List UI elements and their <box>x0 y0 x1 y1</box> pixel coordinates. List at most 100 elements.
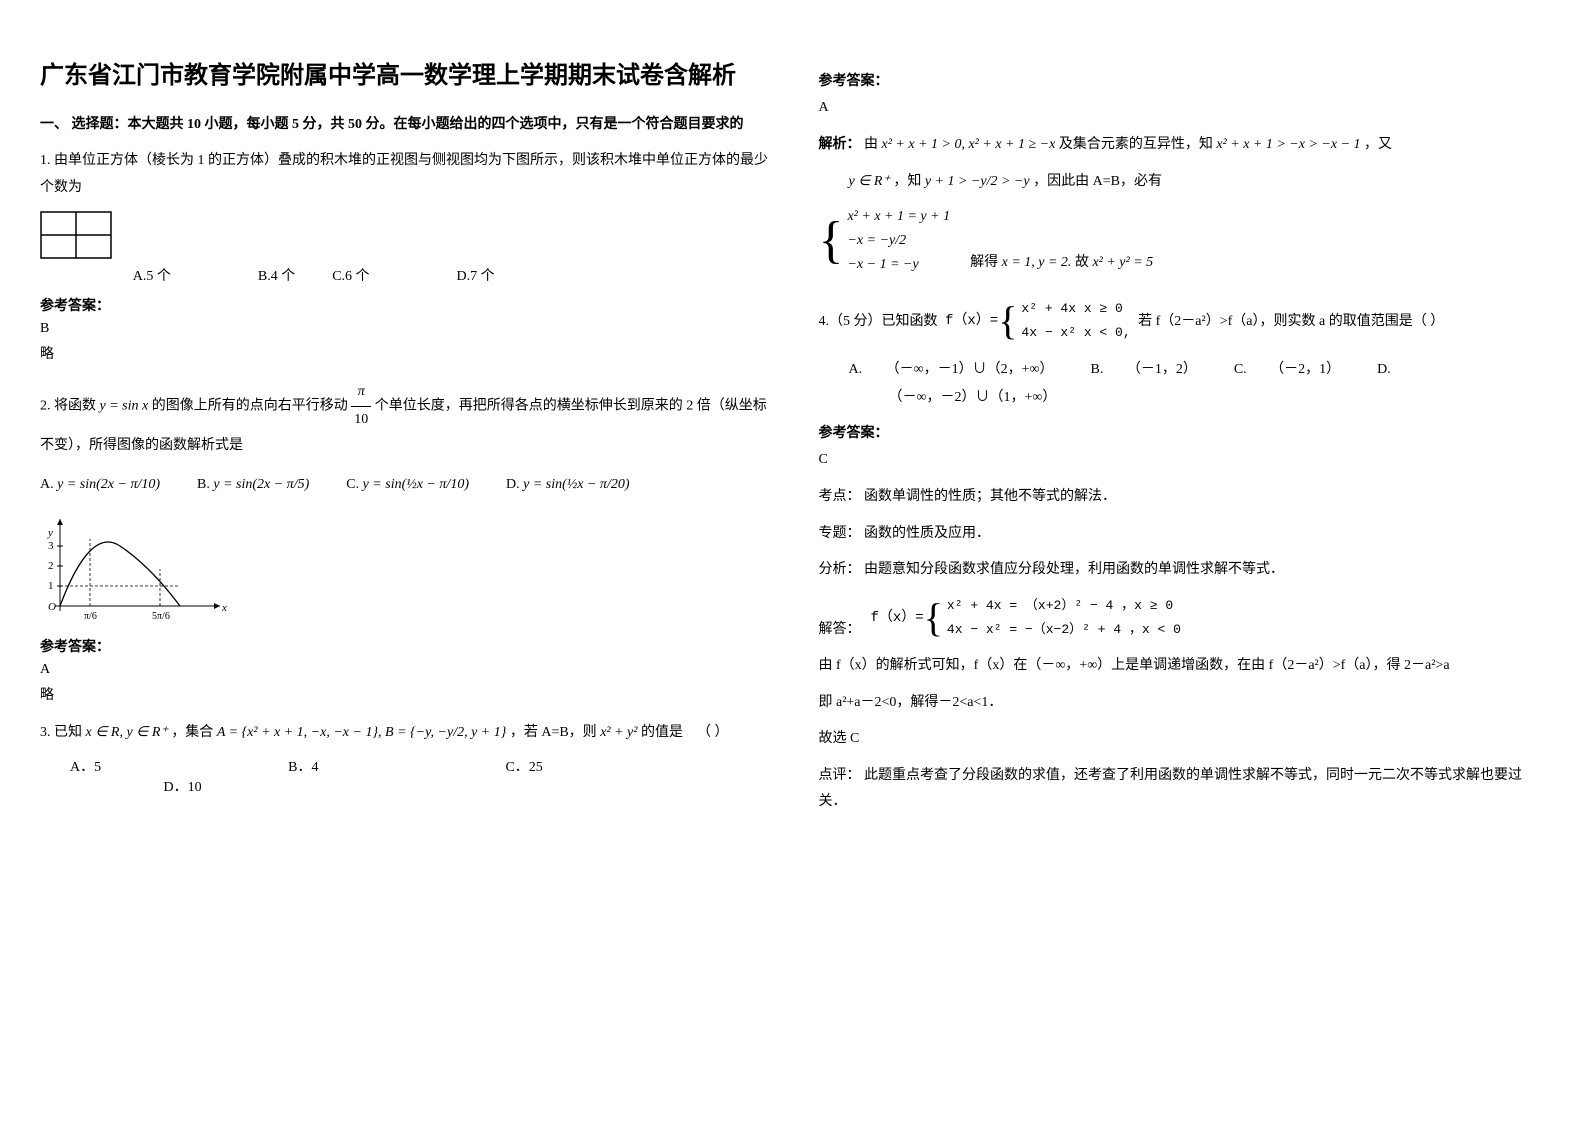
q1-answer: B <box>40 321 769 337</box>
q3-eq1: x² + x + 1 = y + 1 <box>847 205 950 229</box>
q3-text-c: ，若 A=B，则 <box>510 725 600 740</box>
q4-kd-label: 考点： <box>819 489 861 504</box>
q2-fraction: π 10 <box>351 379 371 433</box>
q3-options: A．5 B．4 C．25 D．10 <box>70 756 769 796</box>
q4-optC: （－2，1） <box>1270 362 1340 377</box>
q4-kd: 考点： 函数单调性的性质；其他不等式的解法． <box>819 484 1548 511</box>
brace-icon: { <box>819 215 844 267</box>
brace-icon: { <box>998 301 1017 341</box>
q2-optD-pre: D. <box>506 477 520 492</box>
q4-dp-label: 点评： <box>819 768 861 783</box>
q2-f1: y = sin x <box>100 398 149 413</box>
q4-optD-pre: D. <box>1377 362 1391 377</box>
q3-optB: B．4 <box>288 760 318 775</box>
q4-fx-label: 分析： <box>819 562 861 577</box>
q4-options: A. （－∞，－1）∪（2，+∞） B. （－1，2） C. （－2，1） D.… <box>849 356 1548 412</box>
q1-answer-label: 参考答案： <box>40 295 769 315</box>
q3-text-b: ，集合 <box>171 725 217 740</box>
q2-answer: A <box>40 662 769 678</box>
q3-f3: x² + y² <box>600 725 637 740</box>
q2-optC-pre: C. <box>346 477 359 492</box>
question-2: 2. 将函数 y = sin x 的图像上所有的点向右平行移动 π 10 个单位… <box>40 379 769 460</box>
svg-text:2: 2 <box>48 560 54 572</box>
q3-sf5: x² + y² = 5 <box>1092 255 1153 270</box>
q3-optC: C．25 <box>505 760 542 775</box>
q4-text-b: 若 f（2－a²）>f（a），则实数 a 的取值范围是（ ） <box>1138 313 1444 328</box>
q3-optD: D．10 <box>164 780 202 795</box>
right-column: 参考答案： A 解析： 由 x² + x + 1 > 0, x² + x + 1… <box>819 60 1548 826</box>
q2-options: A. y = sin(2x − π/10) B. y = sin(2x − π/… <box>40 470 769 501</box>
q4-jd-label: 解答： <box>819 617 861 644</box>
page: 广东省江门市教育学院附属中学高一数学理上学期期末试卷含解析 一、 选择题：本大题… <box>0 0 1587 886</box>
q3-sf1: x² + x + 1 > 0, x² + x + 1 ≥ −x <box>882 137 1056 152</box>
q3-solution: 解析： 由 x² + x + 1 > 0, x² + x + 1 ≥ −x 及集… <box>819 132 1548 159</box>
q4-jd-t1: 由 f（x）的解析式可知，f（x）在（－∞，+∞）上是单调递增函数，在由 f（2… <box>819 653 1548 680</box>
question-1: 1. 由单位正方体（棱长为 1 的正方体）叠成的积木堆的正视图与侧视图均为下图所… <box>40 148 769 201</box>
q1-optA: A.5 个 <box>133 269 171 284</box>
q4-fx: 分析： 由题意知分段函数求值应分段处理，利用函数的单调性求解不等式． <box>819 557 1548 584</box>
svg-text:O: O <box>48 601 56 613</box>
q4-zt-label: 专题： <box>819 526 861 541</box>
q4-dp: 点评： 此题重点考查了分段函数的求值，还考查了利用函数的单调性求解不等式，同时一… <box>819 763 1548 816</box>
q4-optC-pre: C. <box>1234 362 1247 377</box>
q2-optD: y = sin(½x − π/20) <box>523 477 629 492</box>
q2-text-b: 的图像上所有的点向右平行移动 <box>152 398 352 413</box>
q4-optA: （－∞，－1）∪（2，+∞） <box>886 362 1054 377</box>
q4-jd-t2: 即 a²+a－2<0，解得－2<a<1． <box>819 690 1548 717</box>
q2-optC: y = sin(½x − π/10) <box>363 477 469 492</box>
q2-answer-note: 略 <box>40 684 769 704</box>
q4-dp-text: 此题重点考查了分段函数的求值，还考查了利用函数的单调性求解不等式，同时一元二次不… <box>819 768 1523 810</box>
q3-sol-d: y ∈ R⁺ <box>849 174 890 189</box>
q4-optB-pre: B. <box>1090 362 1103 377</box>
question-3: 3. 已知 x ∈ R, y ∈ R⁺ ，集合 A = {x² + x + 1,… <box>40 720 769 747</box>
q2-figure: y x O 3 2 1 π/6 5π/6 <box>40 511 769 626</box>
q2-text-c: 个单位长度，再把所得各点的横坐标伸长到原来的 2 倍（纵坐标不变），所得图像的函… <box>40 398 767 453</box>
q4-optD: （－∞，－2）∪（1，+∞） <box>889 390 1057 405</box>
q2-optB-pre: B. <box>197 477 210 492</box>
q2-answer-label: 参考答案： <box>40 636 769 656</box>
q1-optD: D.7 个 <box>457 269 495 284</box>
q3-text-a: 3. 已知 <box>40 725 86 740</box>
q4-line2: 4x − x² x < 0, <box>1021 321 1130 346</box>
q3-sf4: x = 1, y = 2. <box>1002 255 1072 270</box>
section-head: 一、 选择题：本大题共 10 小题，每小题 5 分，共 50 分。在每小题给出的… <box>40 114 769 136</box>
q2-optB: y = sin(2x − π/5) <box>213 477 309 492</box>
q3-sol-label: 解析： <box>819 137 861 152</box>
q3-sf3: y + 1 > −y/2 > −y <box>925 174 1030 189</box>
document-title: 广东省江门市教育学院附属中学高一数学理上学期期末试卷含解析 <box>40 60 769 94</box>
q3-answer-label: 参考答案： <box>819 70 1548 90</box>
svg-text:y: y <box>47 527 53 539</box>
q3-eq2: −x = −y/2 <box>847 229 950 253</box>
q3-optA: A．5 <box>70 760 101 775</box>
q4-jd-l2: 4x − x² = −（x−2）² + 4 ，x < 0 <box>947 618 1181 643</box>
q3-sol-g: 解得 <box>970 255 1002 270</box>
q3-sol-h: 故 <box>1075 255 1093 270</box>
q3-text-d: 的值是 <box>641 725 683 740</box>
brace-icon: { <box>924 598 943 638</box>
q1-options: A.5 个 B.4 个 C.6 个 D.7 个 <box>40 265 769 285</box>
svg-text:π/6: π/6 <box>84 611 97 621</box>
q3-f2: A = {x² + x + 1, −x, −x − 1}, B = {−y, −… <box>217 725 507 740</box>
q4-jd-fx: f（x）= <box>871 605 924 632</box>
q3-answer: A <box>819 100 1548 116</box>
q2-optA: y = sin(2x − π/10) <box>57 477 160 492</box>
q3-sol-b: 及集合元素的互异性，知 <box>1059 137 1217 152</box>
q4-fx: f（x）= <box>945 308 998 335</box>
q1-figure <box>40 211 769 259</box>
q3-sol-e: ，知 <box>893 174 925 189</box>
svg-text:5π/6: 5π/6 <box>152 611 170 621</box>
q3-equations: { x² + x + 1 = y + 1 −x = −y/2 −x − 1 = … <box>819 205 1548 276</box>
q4-answer-label: 参考答案： <box>819 422 1548 442</box>
q4-fx-text: 由题意知分段函数求值应分段处理，利用函数的单调性求解不等式． <box>864 562 1284 577</box>
q2-frac-num: π <box>351 379 371 407</box>
q4-jd-l1: x² + 4x = （x+2）² − 4 ，x ≥ 0 <box>947 594 1181 619</box>
q2-frac-den: 10 <box>351 407 371 434</box>
q3-f1: x ∈ R, y ∈ R⁺ <box>86 725 168 740</box>
q3-sol-f: ，因此由 A=B，必有 <box>1033 174 1162 189</box>
q2-optA-pre: A. <box>40 477 54 492</box>
q3-sol-c: ，又 <box>1364 137 1392 152</box>
q2-text-a: 2. 将函数 <box>40 398 100 413</box>
q4-optB: （－1，2） <box>1127 362 1197 377</box>
q4-optA-pre: A. <box>849 362 863 377</box>
q1-optB: B.4 个 <box>258 269 295 284</box>
